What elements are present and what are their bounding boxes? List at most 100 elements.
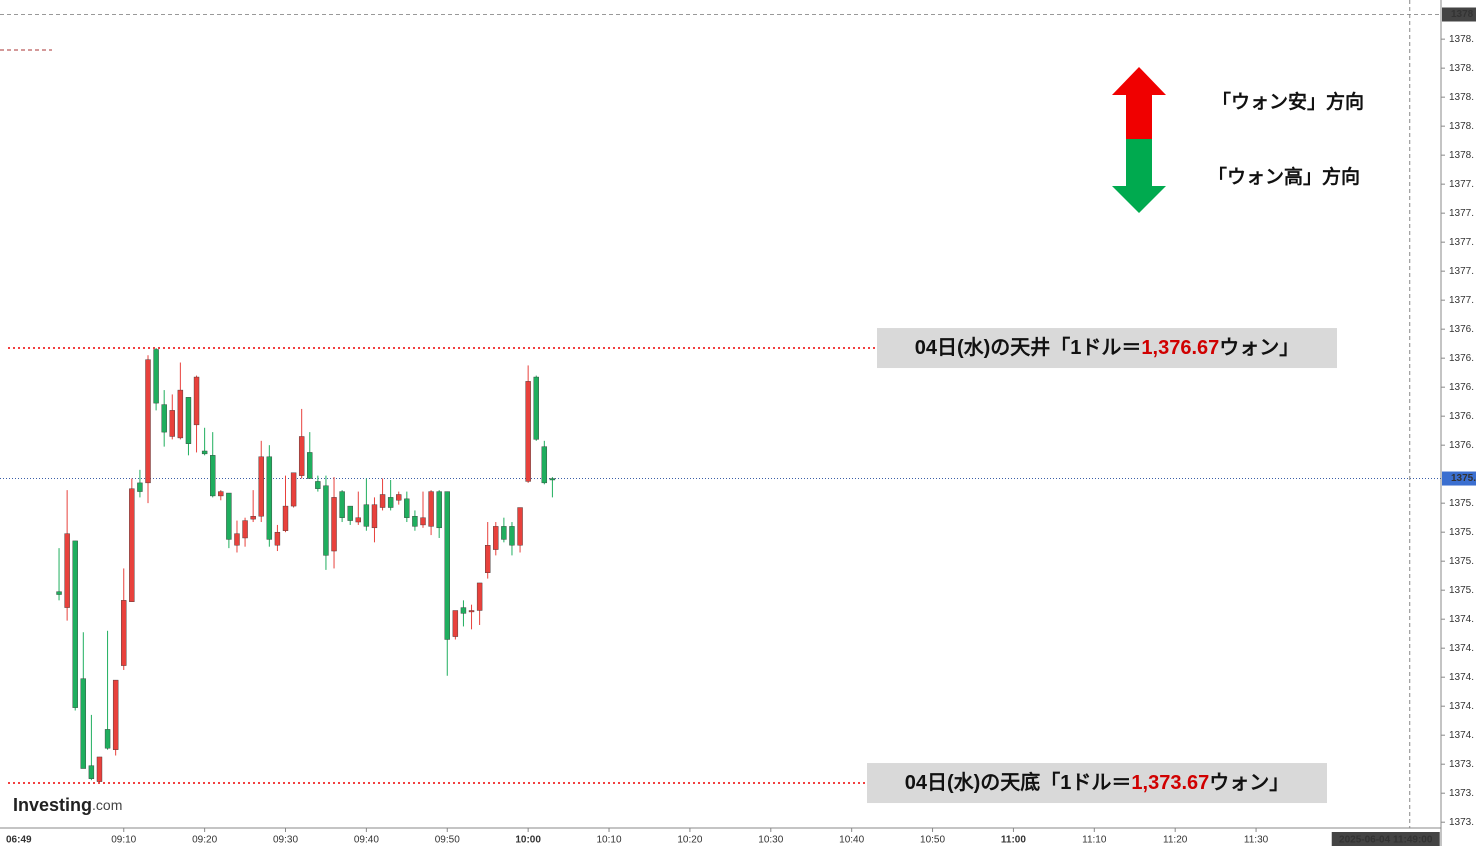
candle-body [387,497,394,508]
x-tick-label: 09:40 [354,835,379,846]
candle-body [290,472,297,507]
candle-body [137,482,143,492]
candle-body [315,481,321,489]
level-prefix: 04日(水)の天底「1ドル＝ [905,770,1132,794]
y-tick-label: 1373. [1449,817,1474,828]
candle-body [493,526,499,550]
y-tick-label: 1375. [1449,585,1474,596]
candle-body [363,504,370,527]
candle-body [112,679,119,750]
session-open-label: 06:49 [6,835,32,846]
x-tick-label: 10:20 [677,835,702,846]
logo: Investing.com [13,795,122,815]
level-text: 04日(水)の天井「1ドル＝1,376.67ウォン」 [915,335,1300,359]
candle-body [274,531,281,546]
candle-body [517,507,523,546]
y-tick-label: 1378. [1449,34,1474,45]
x-tick-label: 10:40 [839,835,864,846]
y-tick-label: 1378. [1449,121,1474,132]
x-tick-label: 10:00 [515,835,541,846]
y-tick-label: 1378. [1449,63,1474,74]
candle-body [485,545,491,573]
y-tick-label: 1375. [1449,527,1474,538]
x-tick-label: 09:20 [192,835,217,846]
candle-body [72,540,78,708]
candle-body [525,381,531,482]
y-tick-label: 1374. [1449,672,1474,683]
y-tick-label: 1376. [1449,353,1474,364]
candle-body [509,526,515,546]
candle-body [193,376,200,426]
candle-body [226,492,232,540]
candle-body [169,410,175,437]
candle-body [396,494,402,501]
candle-body [258,456,264,517]
logo-sub: .com [92,797,122,813]
y-tick-label: 1373. [1449,759,1474,770]
candle-body [541,446,548,484]
candle-body [412,516,418,527]
candle-body [177,389,184,439]
candle-body [129,488,135,602]
last-price-tag [1442,471,1476,486]
x-tick-label: 10:30 [758,835,783,846]
candle-body [436,491,442,529]
candle-body [468,610,475,613]
candle-body [64,533,70,608]
high-tag-label: 1378 [1451,9,1474,20]
y-tick-label: 1374. [1449,614,1474,625]
x-tick-label: 11:20 [1163,835,1188,846]
candle-body [161,404,167,433]
candle-body [242,520,248,539]
y-tick-label: 1377. [1449,237,1474,248]
y-tick-label: 1376. [1449,324,1474,335]
high-tag [1442,7,1476,22]
candle-body [331,497,337,552]
candle-body [185,397,192,444]
x-tick-label: 11:00 [1001,835,1026,846]
candle-body [371,504,378,529]
candle-body [250,516,256,520]
level-value: 1,376.67 [1141,337,1219,359]
candle-body [420,517,426,526]
candle-body [218,491,224,497]
candle-body [347,505,353,521]
x-tick-label: 09:30 [273,835,298,846]
y-tick-label: 1376. [1449,382,1474,393]
candle-body [307,452,313,479]
candle-body [201,450,208,455]
candle-body [379,494,386,508]
candle-body [501,526,507,540]
candle-body [56,591,62,595]
candle-body [104,729,111,749]
level-text: 04日(水)の天底「1ドル＝1,373.67ウォン」 [905,770,1290,794]
level-box [877,328,1337,369]
y-tick-label: 1378. [1449,150,1474,161]
y-tick-label: 1374. [1449,643,1474,654]
last-price-label: 1375. [1451,473,1476,484]
y-tick-label: 1374. [1449,730,1474,741]
candle-body [282,505,289,531]
candle-body [428,491,434,527]
level-suffix: ウォン」 [1209,771,1289,794]
y-tick-label: 1378. [1449,92,1474,103]
candle-body [404,498,410,518]
y-tick-label: 1376. [1449,440,1474,451]
y-tick-label: 1373. [1449,788,1474,799]
candle-body [339,491,345,518]
cursor-tag [1331,832,1440,846]
x-tick-label: 11:10 [1082,835,1107,846]
candle-body [88,765,95,779]
cursor-label: 2025-06-04 11:49:00 [1339,835,1433,846]
up-arrow [1112,67,1166,139]
y-tick-label: 1377. [1449,179,1474,190]
y-tick-label: 1375. [1449,498,1474,509]
level-prefix: 04日(水)の天井「1ドル＝ [915,335,1142,359]
candle-body [80,678,87,769]
x-tick-label: 10:10 [597,835,622,846]
candle-body [444,491,450,640]
logo-main: Investing [13,795,92,815]
candle-body [323,485,329,556]
